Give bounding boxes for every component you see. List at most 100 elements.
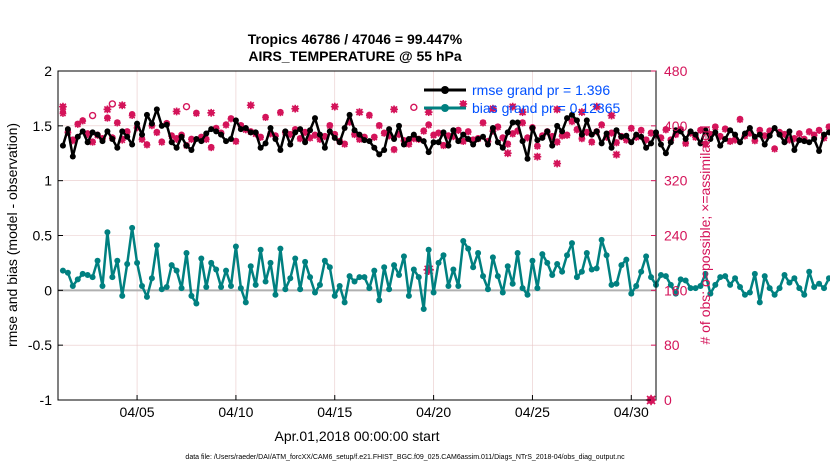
rmse-series-point — [578, 131, 585, 138]
rmse-series-point — [529, 125, 536, 132]
rmse-series-point — [603, 130, 610, 137]
chart-subtitle: AIRS_TEMPERATURE @ 55 hPa — [248, 48, 462, 64]
bias-series-point — [519, 285, 526, 292]
bias-series-point — [534, 285, 541, 292]
rmse-series-point — [104, 128, 111, 135]
bias-series-point — [692, 285, 699, 292]
rmse-series-point — [771, 125, 778, 132]
bias-series-point — [578, 268, 585, 275]
obs-assimilated-point — [207, 144, 215, 152]
bias-series-point — [717, 274, 724, 281]
bias-series-point — [732, 275, 739, 282]
rmse-series-point — [297, 126, 304, 133]
bias-series-point — [499, 289, 506, 296]
bias-series-point — [158, 286, 165, 293]
rmse-series-point — [559, 128, 566, 135]
bias-series-point — [307, 274, 314, 281]
bias-series-point — [662, 273, 669, 280]
rmse-series-point — [64, 126, 71, 133]
rmse-series-point — [667, 139, 674, 146]
rmse-series-point — [173, 144, 180, 151]
y-right-axis-label: # of obs: o=possible; ×=assimilated — [697, 125, 713, 344]
x-tick-label: 04/30 — [614, 404, 649, 420]
obs-assimilated-point — [637, 127, 645, 135]
bias-series-point — [84, 271, 91, 278]
rmse-series-point — [292, 129, 299, 136]
bias-series-point — [69, 282, 76, 289]
obs-assimilated-outlier — [59, 102, 67, 111]
y-right-tick-label: 400 — [664, 118, 688, 134]
obs-assimilated-point — [227, 115, 235, 123]
bias-series-point — [529, 257, 536, 264]
rmse-series-point — [662, 150, 669, 157]
rmse-series-point — [811, 135, 818, 142]
obs-assimilated-outlier — [424, 108, 433, 117]
rmse-series-point — [386, 126, 393, 133]
obs-assimilated-point — [277, 109, 284, 117]
rmse-series-point — [806, 139, 813, 146]
rmse-series-point — [124, 133, 131, 140]
bias-series-point — [435, 259, 442, 266]
obs-assimilated-point — [598, 121, 606, 129]
rmse-series-point — [593, 128, 600, 135]
obs-possible-outlier — [108, 100, 117, 108]
bias-series-point — [682, 277, 689, 284]
obs-assimilated-outlier — [246, 101, 255, 110]
rmse-series-point — [549, 142, 556, 149]
x-axis-ticks: 04/05 04/10 04/15 04/20 04/25 04/30 — [120, 395, 649, 420]
bias-series-point — [583, 250, 590, 257]
bias-series-point — [203, 284, 210, 291]
rmse-series-point — [534, 137, 541, 144]
rmse-series-point — [193, 135, 200, 142]
bias-series-point — [455, 282, 462, 289]
rmse-series-point — [440, 129, 447, 136]
rmse-series-point — [746, 125, 753, 132]
bias-series-point — [440, 252, 447, 259]
bias-series-point — [237, 285, 244, 292]
rmse-series-point — [766, 132, 773, 139]
rmse-series-point — [158, 122, 165, 129]
rmse-series-point — [252, 129, 259, 136]
obs-assimilated-point — [390, 146, 398, 154]
obs-assimilated-outlier — [553, 159, 562, 168]
bias-series-point — [667, 281, 674, 288]
obs-assimilated-outlier — [330, 102, 339, 111]
bias-series-point — [672, 290, 679, 297]
bias-series-point — [119, 292, 126, 299]
bias-series-point — [470, 264, 477, 271]
bias-series-point — [193, 300, 200, 307]
rmse-series-point — [218, 131, 225, 138]
bias-series-point — [287, 275, 294, 282]
rmse-series-point — [672, 127, 679, 134]
y-right-tick-label: 240 — [664, 228, 688, 244]
bias-series-point — [74, 276, 81, 283]
rmse-series-point — [712, 129, 719, 136]
obs-possible-outlier — [410, 103, 418, 112]
rmse-series-point — [682, 135, 689, 142]
obs-assimilated-point — [153, 129, 161, 137]
bias-series-point — [613, 280, 620, 287]
rmse-series-point — [470, 141, 477, 148]
rmse-series-point — [262, 140, 269, 147]
y-right-tick-label: 80 — [664, 337, 680, 353]
obs-assimilated-point — [553, 138, 561, 146]
rmse-series-point — [257, 144, 264, 151]
bias-series-point — [771, 291, 778, 298]
rmse-series-point — [519, 138, 526, 145]
bias-series-point — [460, 237, 467, 244]
bias-series-point — [79, 270, 86, 277]
rmse-series-point — [751, 133, 758, 140]
obs-assimilated-point — [464, 128, 472, 136]
obs-assimilated-point — [113, 119, 121, 127]
obs-assimilated-point — [59, 110, 67, 117]
rmse-series-point — [564, 115, 571, 122]
rmse-series-point — [361, 137, 368, 144]
rmse-series-point — [321, 144, 328, 151]
bias-series-point — [618, 262, 625, 269]
rmse-series-point — [311, 115, 318, 122]
obs-assimilated-point — [425, 121, 433, 129]
obs-assimilated-point — [568, 118, 576, 126]
rmse-series-point — [588, 131, 595, 138]
bias-series-point — [816, 280, 823, 287]
rmse-series-point — [677, 128, 684, 135]
